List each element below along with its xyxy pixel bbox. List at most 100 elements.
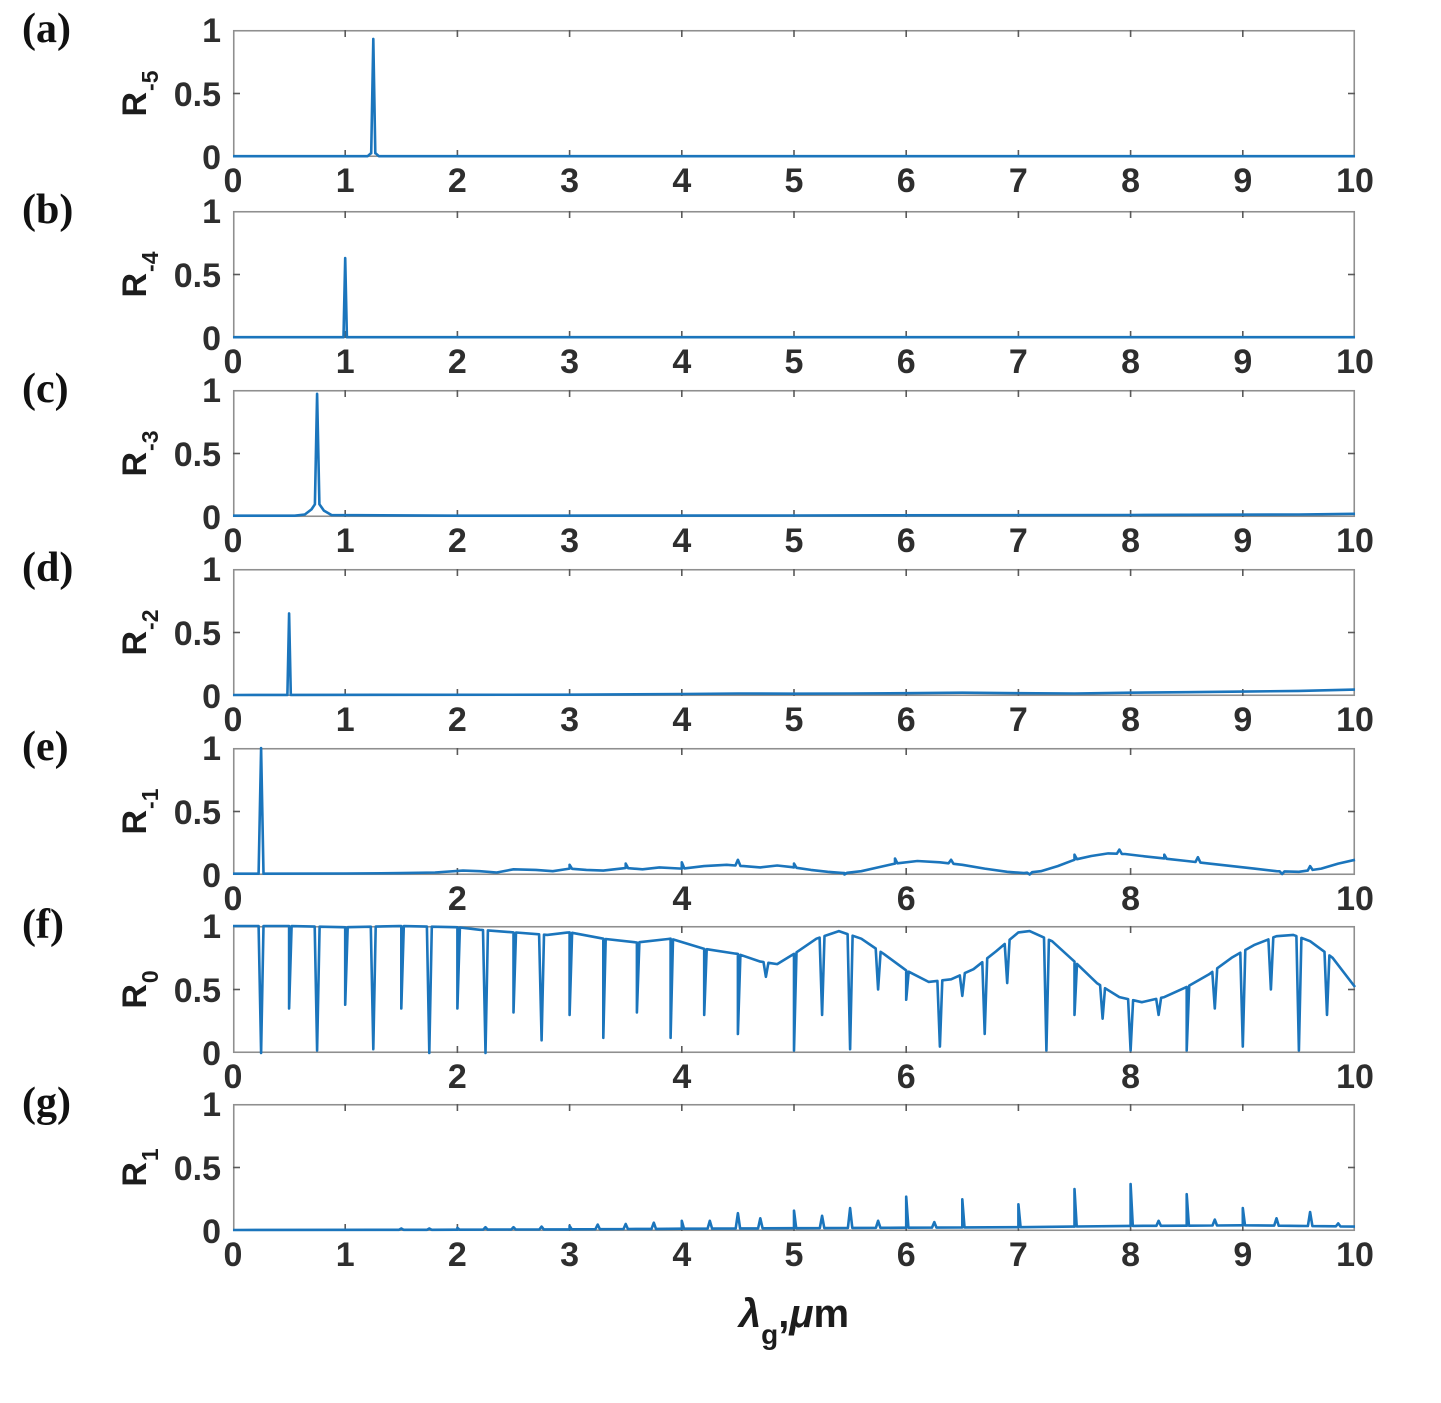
x-tick-label: 9 xyxy=(1233,1236,1253,1274)
panel-letter: (a) xyxy=(22,6,71,52)
x-tick-label: 10 xyxy=(1336,1236,1374,1274)
x-tick-label: 0 xyxy=(223,522,243,560)
x-tick-label: 4 xyxy=(672,522,692,560)
x-tick-label: 7 xyxy=(1008,522,1028,560)
y-tick-label: 1 xyxy=(202,1086,221,1124)
x-tick-label: 9 xyxy=(1233,701,1253,739)
y-axis-label-sub: -4 xyxy=(136,250,163,272)
y-axis-label-sub: -1 xyxy=(136,787,163,809)
y-axis-label-base: R xyxy=(116,91,155,117)
y-tick-label: 0.5 xyxy=(173,793,221,832)
y-axis-label-base: R xyxy=(116,809,155,835)
y-axis-label: R-5 xyxy=(116,70,163,117)
y-tick-label: 0 xyxy=(202,320,221,358)
y-tick-label: 0 xyxy=(202,678,221,716)
y-axis-label: R-1 xyxy=(116,788,163,835)
x-tick-label: 2 xyxy=(447,343,467,381)
panel-letter: (g) xyxy=(22,1080,71,1126)
x-tick-label: 4 xyxy=(672,1236,692,1274)
y-tick-label: 0 xyxy=(202,139,221,177)
plot-svg xyxy=(232,1103,1356,1232)
data-line xyxy=(233,37,1355,158)
mu-symbol: μ xyxy=(789,1292,814,1336)
x-tick-label: 1 xyxy=(335,162,355,200)
axes-frame xyxy=(232,210,1356,339)
y-tick-label: 0.5 xyxy=(173,75,221,114)
plot-svg xyxy=(232,389,1356,518)
data-line xyxy=(233,392,1356,517)
plot-svg xyxy=(232,568,1356,697)
x-tick-label: 0 xyxy=(223,880,243,918)
x-tick-label: 6 xyxy=(896,1236,916,1274)
y-tick-label: 0 xyxy=(202,857,221,895)
x-tick-label: 5 xyxy=(784,522,804,560)
plot-svg xyxy=(232,210,1356,339)
x-tick-label: 10 xyxy=(1336,522,1374,560)
x-tick-label: 7 xyxy=(1008,162,1028,200)
axes-frame xyxy=(232,389,1356,518)
y-axis-label: R1 xyxy=(116,1148,163,1187)
x-axis-title: λg,μm xyxy=(233,1292,1355,1349)
x-tick-label: 6 xyxy=(896,522,916,560)
panel-letter: (b) xyxy=(22,187,74,233)
y-axis-label: R-3 xyxy=(116,430,163,476)
x-tick-label: 8 xyxy=(1121,522,1141,560)
y-axis-label-base: R xyxy=(116,983,155,1009)
x-tick-label: 4 xyxy=(672,701,692,739)
plot-svg xyxy=(232,924,1357,1055)
plot-area xyxy=(232,924,1357,1055)
y-tick-label: 0.5 xyxy=(173,435,221,474)
y-tick-label: 0.5 xyxy=(173,256,221,295)
x-tick-label: 3 xyxy=(560,522,580,560)
x-tick-label: 8 xyxy=(1121,343,1141,381)
x-tick-label: 7 xyxy=(1008,343,1028,381)
y-axis-label-sub: -3 xyxy=(136,429,163,451)
x-tick-label: 8 xyxy=(1121,1058,1141,1096)
x-tick-label: 8 xyxy=(1121,880,1141,918)
plot-area xyxy=(232,1103,1356,1232)
y-axis-label-sub: -2 xyxy=(136,608,163,630)
plot-area xyxy=(232,568,1356,697)
x-tick-label: 0 xyxy=(223,1058,243,1096)
y-tick-label: 0.5 xyxy=(173,614,221,653)
x-tick-label: 7 xyxy=(1008,1236,1028,1274)
x-tick-label: 2 xyxy=(447,522,467,560)
y-tick-label: 1 xyxy=(202,551,221,589)
plot-svg xyxy=(232,746,1356,876)
x-tick-label: 8 xyxy=(1121,1236,1141,1274)
x-tick-label: 2 xyxy=(447,701,467,739)
data-line xyxy=(233,746,1356,876)
plot-area xyxy=(232,746,1356,876)
x-tick-label: 9 xyxy=(1233,522,1253,560)
axes-frame xyxy=(232,1103,1356,1232)
data-line xyxy=(232,612,1356,697)
y-axis-label: R0 xyxy=(116,970,163,1009)
axes-frame xyxy=(232,747,1356,876)
x-tick-label: 10 xyxy=(1336,343,1374,381)
x-tick-label: 0 xyxy=(223,162,243,200)
y-tick-label: 1 xyxy=(202,730,221,768)
y-tick-label: 1 xyxy=(202,908,221,946)
data-line xyxy=(233,924,1357,1055)
x-tick-label: 4 xyxy=(672,343,692,381)
y-axis-label-base: R xyxy=(116,1161,155,1187)
panel-letter: (d) xyxy=(22,545,74,591)
x-tick-label: 5 xyxy=(784,701,804,739)
panel-letter: (e) xyxy=(22,724,69,770)
unit: m xyxy=(813,1292,850,1336)
plot-svg xyxy=(232,29,1356,158)
x-tick-label: 9 xyxy=(1233,343,1253,381)
y-tick-label: 0 xyxy=(202,499,221,537)
y-axis-label: R-2 xyxy=(116,609,163,655)
x-tick-label: 10 xyxy=(1336,880,1374,918)
y-tick-label: 0 xyxy=(202,1213,221,1251)
x-tick-label: 3 xyxy=(560,343,580,381)
panel-letter: (f) xyxy=(22,902,64,948)
plot-area xyxy=(232,389,1356,518)
x-tick-label: 2 xyxy=(447,1236,467,1274)
x-tick-label: 6 xyxy=(896,1058,916,1096)
